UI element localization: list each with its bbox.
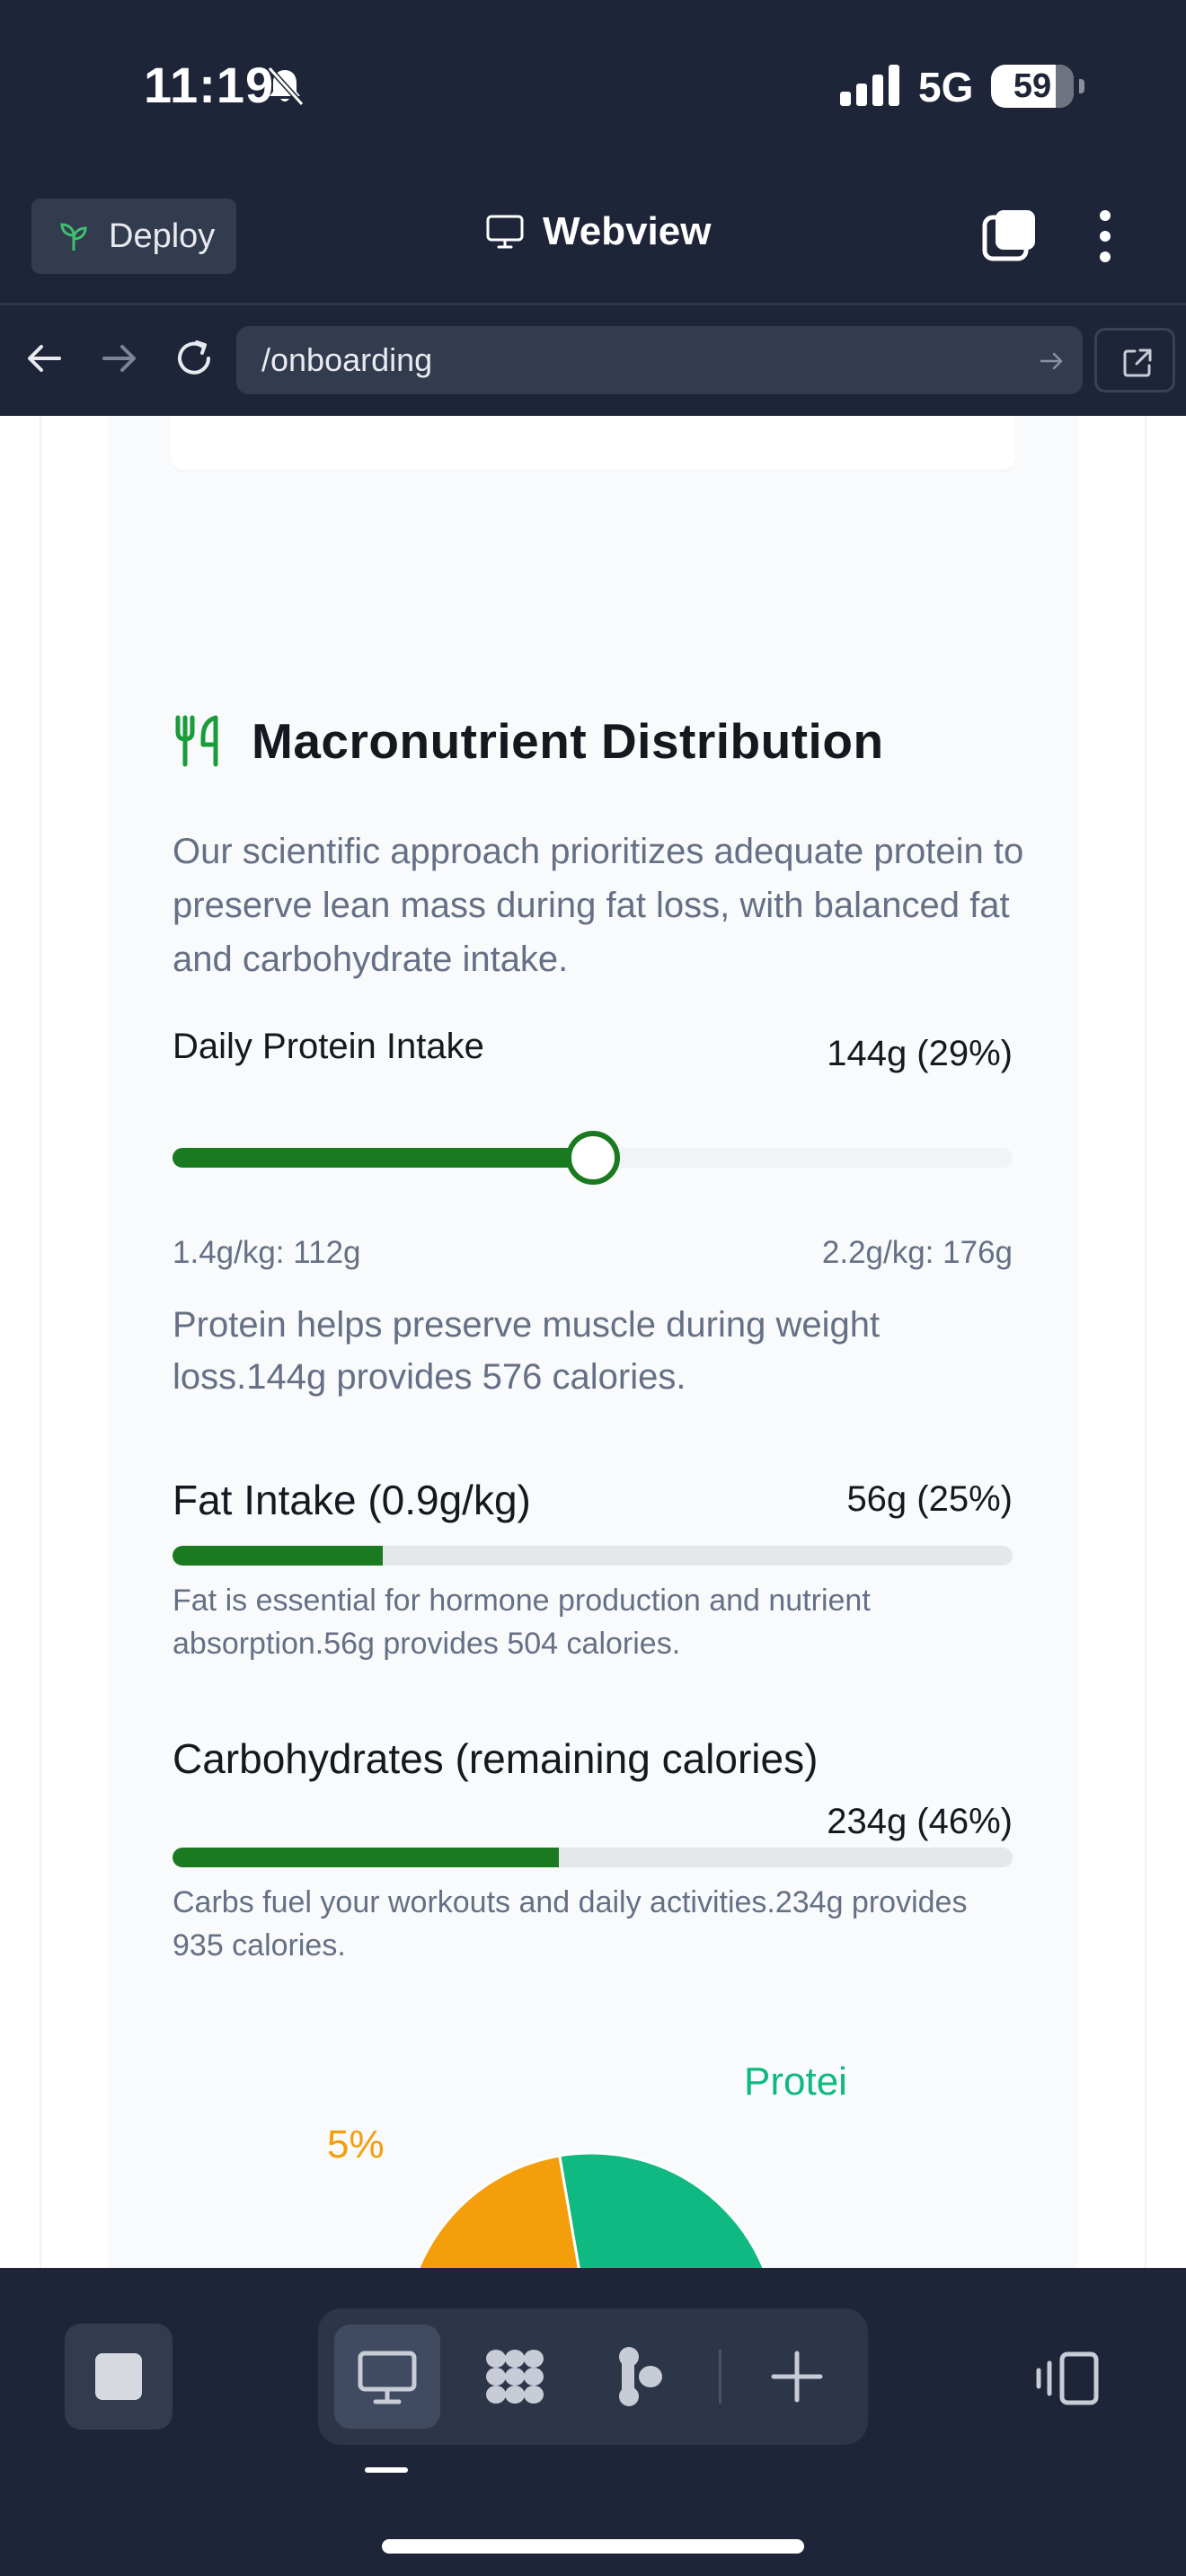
app-toolbar: Deploy Webview [0, 180, 1186, 305]
carbs-bar [173, 1848, 1013, 1867]
fat-value: 56g (25%) [846, 1479, 1013, 1519]
signal-icon [840, 65, 899, 106]
web-content: Macronutrient Distribution Our scientifi… [0, 416, 1186, 2268]
pie-label-fat: 5% [327, 2122, 385, 2166]
more-menu-icon[interactable] [1087, 208, 1123, 264]
status-time: 11:19 [144, 57, 275, 113]
add-tab-button[interactable] [744, 2325, 850, 2429]
carbs-title: Carbohydrates (remaining calories) [173, 1735, 819, 1782]
fat-note: Fat is essential for hormone production … [173, 1584, 871, 1661]
carbs-note: Carbs fuel your workouts and daily activ… [173, 1885, 968, 1963]
go-arrow-icon[interactable] [1038, 348, 1065, 375]
active-mode-indicator [365, 2467, 408, 2473]
fat-bar [173, 1546, 1013, 1566]
pie-label-protein: Protei [744, 2060, 847, 2104]
stop-button[interactable] [65, 2324, 173, 2430]
forward-arrow-icon[interactable] [97, 337, 140, 380]
plus-icon [771, 2351, 823, 2403]
webview-mode-button[interactable] [334, 2325, 440, 2429]
fat-bar-fill [173, 1546, 383, 1566]
url-bar: /onboarding [0, 308, 1186, 416]
external-link-icon [1123, 348, 1152, 377]
protein-slider-fill [173, 1148, 593, 1168]
protein-slider-thumb[interactable] [565, 1131, 620, 1185]
previous-card-inner [171, 416, 1015, 470]
stop-icon [95, 2353, 142, 2400]
monitor-icon [486, 215, 524, 249]
back-arrow-icon[interactable] [23, 337, 66, 380]
page-container [40, 416, 1146, 2268]
section-title: Macronutrient Distribution [252, 713, 884, 769]
deploy-button[interactable]: Deploy [31, 198, 236, 274]
carbs-bar-fill [173, 1848, 560, 1867]
section-header: Macronutrient Distribution [173, 712, 884, 770]
grid-blob-icon [486, 2350, 544, 2404]
url-text: /onboarding [261, 341, 433, 378]
open-external-button[interactable] [1094, 328, 1175, 393]
workflow-mode-button[interactable] [588, 2325, 694, 2429]
webview-title-text: Webview [543, 209, 712, 253]
protein-range-max: 2.2g/kg: 176g [821, 1235, 1013, 1270]
network-label: 5G [918, 64, 974, 110]
tabs-icon[interactable] [981, 207, 1039, 264]
agents-mode-button[interactable] [462, 2325, 568, 2429]
home-indicator [382, 2539, 804, 2554]
monitor-icon [358, 2351, 417, 2404]
bottom-toolbar [0, 2268, 1186, 2576]
mode-divider [719, 2350, 721, 2404]
intro-text: Our scientific approach prioritizes adeq… [173, 832, 1024, 979]
bell-slash-icon [267, 66, 305, 107]
reload-icon[interactable] [173, 337, 216, 380]
protein-range-min: 1.4g/kg: 112g [173, 1235, 361, 1270]
webview-title: Webview [485, 209, 711, 254]
battery-level: 59 [1013, 67, 1052, 105]
protein-value: 144g (29%) [827, 1034, 1013, 1073]
status-bar: 11:19 5G 59 [0, 0, 1186, 171]
carbs-value: 234g (46%) [827, 1802, 1013, 1841]
macronutrient-card [108, 640, 1078, 2268]
split-layout-icon[interactable] [1035, 2351, 1100, 2406]
view-mode-group [318, 2308, 868, 2445]
branch-icon [619, 2347, 662, 2406]
protein-label: Daily Protein Intake [173, 1027, 484, 1066]
fat-title: Fat Intake (0.9g/kg) [173, 1477, 531, 1523]
battery-indicator: 59 [991, 65, 1084, 108]
utensils-icon [175, 715, 218, 767]
protein-slider[interactable] [173, 1131, 1013, 1185]
deploy-label: Deploy [109, 216, 216, 255]
url-input[interactable]: /onboarding [236, 326, 1083, 394]
sprout-icon [60, 223, 87, 251]
protein-note: Protein helps preserve muscle during wei… [173, 1305, 881, 1397]
